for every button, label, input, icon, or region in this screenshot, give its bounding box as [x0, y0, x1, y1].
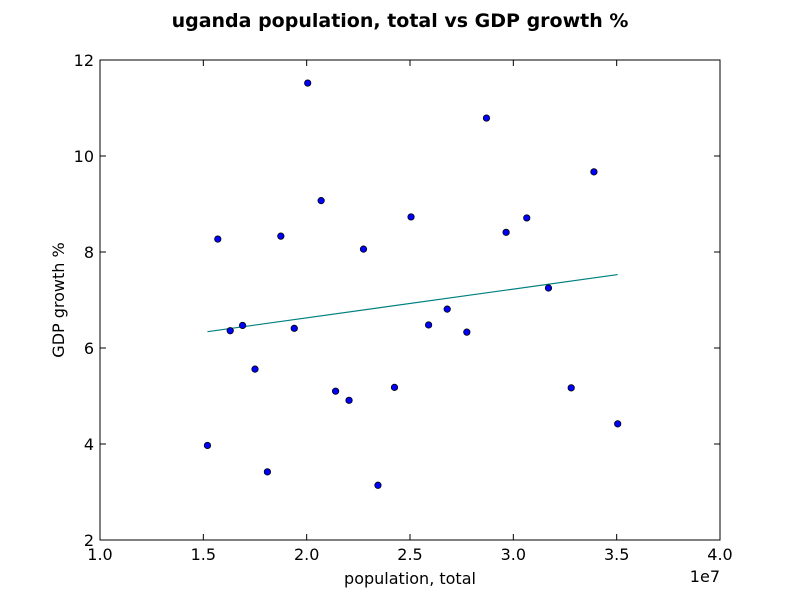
data-point-25	[590, 168, 598, 176]
data-point-20	[482, 114, 491, 122]
x-axis-offset-label: 1e7	[690, 567, 720, 586]
data-point-12	[345, 396, 353, 404]
data-point-14	[374, 481, 382, 489]
y-tick-label: 2	[84, 531, 94, 550]
x-tick-label: 3.0	[501, 545, 526, 564]
trendline	[207, 273, 618, 333]
x-tick-label: 2.5	[397, 545, 422, 564]
data-point-23	[544, 284, 553, 292]
chart-title: uganda population, total vs GDP growth %	[172, 10, 629, 32]
data-point-3	[226, 327, 234, 335]
data-point-2	[214, 235, 222, 243]
plot-background	[100, 60, 720, 540]
data-point-1	[203, 441, 212, 450]
x-tick-label: 1.0	[87, 545, 112, 564]
y-tick-label: 8	[84, 243, 94, 262]
data-point-11	[331, 387, 340, 395]
data-point-13	[359, 245, 368, 253]
data-point-21	[502, 228, 510, 236]
ticks-layer: 1.0 1.5 2.0 2.5 3.0 3.5 4.0 2 4 6 8 10 12	[74, 51, 733, 564]
y-tick-label: 6	[84, 339, 94, 358]
y-tick-label: 4	[84, 435, 94, 454]
x-axis-label: population, total	[344, 569, 476, 588]
data-point-10	[317, 197, 325, 205]
y-tick-label: 10	[74, 147, 94, 166]
data-point-17	[424, 321, 433, 329]
y-tick-label: 12	[74, 51, 94, 70]
x-tick-label: 1.5	[191, 545, 216, 564]
trendline-layer	[207, 273, 618, 333]
data-point-18	[443, 305, 451, 313]
data-point-8	[290, 324, 298, 332]
data-point-4	[239, 321, 247, 330]
data-point-5	[251, 365, 259, 373]
data-point-22	[523, 214, 531, 222]
x-tick-label: 4.0	[707, 545, 732, 564]
data-point-26	[614, 420, 622, 428]
plot-area: 1.0 1.5 2.0 2.5 3.0 3.5 4.0 2 4 6 8 10 12	[74, 51, 733, 564]
x-tick-label: 3.5	[604, 545, 629, 564]
data-point-24	[567, 384, 575, 392]
points-layer	[203, 79, 622, 489]
data-point-6	[263, 468, 271, 476]
data-point-16	[407, 213, 415, 221]
data-point-19	[463, 328, 471, 336]
data-point-9	[304, 79, 312, 87]
data-point-7	[277, 232, 285, 240]
y-axis-label: GDP growth %	[49, 242, 68, 357]
x-tick-label: 2.0	[294, 545, 319, 564]
data-point-15	[390, 383, 399, 391]
